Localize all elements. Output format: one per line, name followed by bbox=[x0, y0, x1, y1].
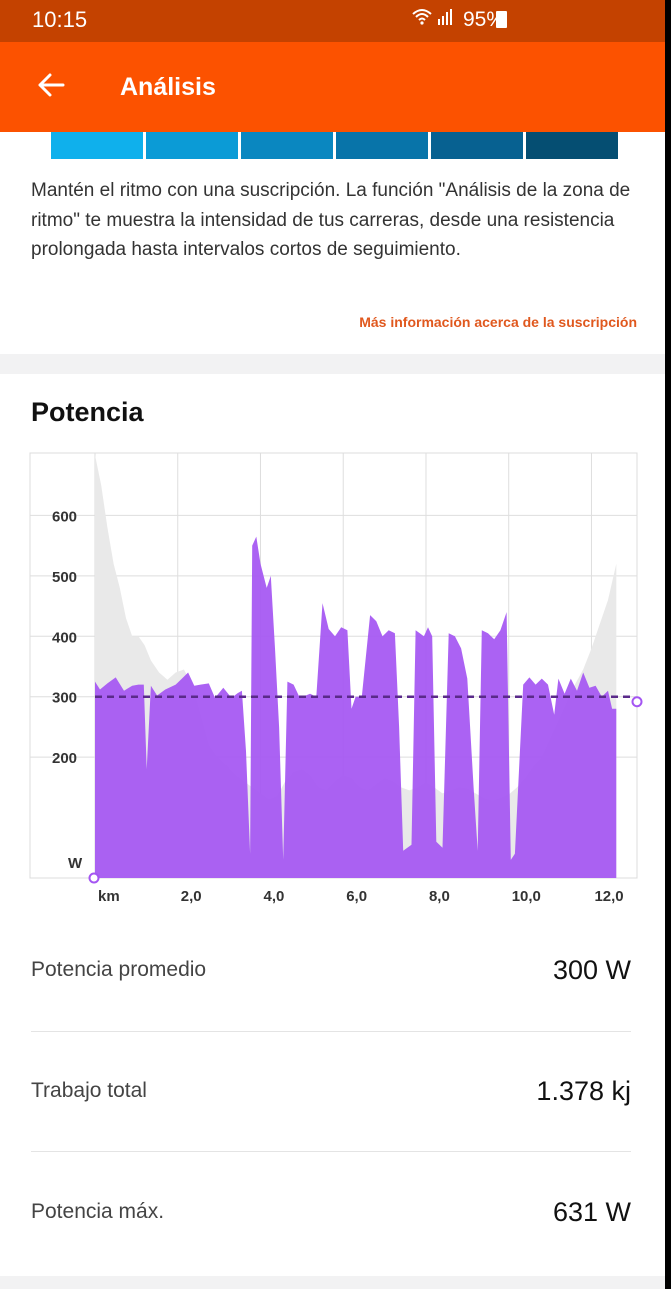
section-separator bbox=[0, 354, 665, 374]
app-bar: Análisis bbox=[0, 42, 665, 132]
pace-zone-segment bbox=[241, 132, 333, 159]
battery-percent: 95% bbox=[462, 7, 505, 31]
bottom-separator bbox=[0, 1276, 665, 1289]
stat-value: 631 W bbox=[552, 1197, 631, 1227]
x-tick-label: 4,0 bbox=[263, 888, 284, 905]
chart-start-marker bbox=[88, 872, 100, 884]
y-axis-ticks: 600 500 400 300 200 W bbox=[52, 508, 83, 872]
x-tick-label: 8,0 bbox=[429, 888, 450, 905]
pace-zone-bar bbox=[51, 132, 618, 159]
pace-zone-segment bbox=[431, 132, 523, 159]
power-chart: 600 500 400 300 200 W km 2,0 4,0 6,0 8,0 10,0 12,0 bbox=[29, 452, 643, 905]
y-tick-label: 500 bbox=[52, 569, 77, 586]
x-tick-label: 12,0 bbox=[594, 888, 623, 905]
stat-label: Potencia promedio bbox=[31, 958, 207, 981]
stat-label: Trabajo total bbox=[31, 1079, 147, 1102]
status-time: 10:15 bbox=[32, 7, 88, 32]
arrow-left-icon[interactable] bbox=[36, 70, 66, 100]
wifi-signal-icon bbox=[411, 7, 455, 32]
y-tick-label: 600 bbox=[52, 508, 77, 525]
subscription-description: Mantén el ritmo con una suscripción. La … bbox=[31, 180, 631, 260]
x-axis-ticks: km 2,0 4,0 6,0 8,0 10,0 12,0 bbox=[98, 888, 624, 905]
stat-label: Potencia máx. bbox=[31, 1200, 165, 1223]
more-info-link[interactable]: Más información acerca de la suscripción bbox=[359, 314, 637, 330]
pace-zone-segment bbox=[526, 132, 618, 159]
page-title: Análisis bbox=[120, 73, 216, 101]
y-tick-label: 300 bbox=[52, 690, 77, 707]
divider bbox=[31, 1031, 631, 1032]
y-tick-label: 200 bbox=[52, 750, 77, 767]
x-tick-label: 2,0 bbox=[181, 888, 202, 905]
x-tick-label: 6,0 bbox=[346, 888, 367, 905]
stat-max-power: Potencia máx. 631 W bbox=[31, 1197, 631, 1240]
power-area bbox=[95, 536, 617, 878]
y-unit-label: W bbox=[68, 855, 83, 872]
battery-icon bbox=[496, 11, 507, 28]
stat-value: 1.378 kj bbox=[536, 1076, 631, 1106]
status-right: 95% bbox=[411, 7, 505, 32]
divider bbox=[31, 1151, 631, 1152]
stat-average-power: Potencia promedio 300 W bbox=[31, 955, 631, 998]
power-section-title: Potencia bbox=[31, 397, 144, 427]
pace-zone-segment bbox=[336, 132, 428, 159]
stat-value: 300 W bbox=[552, 955, 631, 985]
x-tick-label: 10,0 bbox=[512, 888, 541, 905]
pace-zone-segment bbox=[146, 132, 238, 159]
stat-total-work: Trabajo total 1.378 kj bbox=[31, 1076, 631, 1119]
status-bar: 10:15 95% bbox=[0, 0, 665, 42]
x-unit-label: km bbox=[98, 888, 120, 905]
chart-end-marker bbox=[631, 696, 643, 708]
y-tick-label: 400 bbox=[52, 629, 77, 646]
pace-zone-segment bbox=[51, 132, 143, 159]
